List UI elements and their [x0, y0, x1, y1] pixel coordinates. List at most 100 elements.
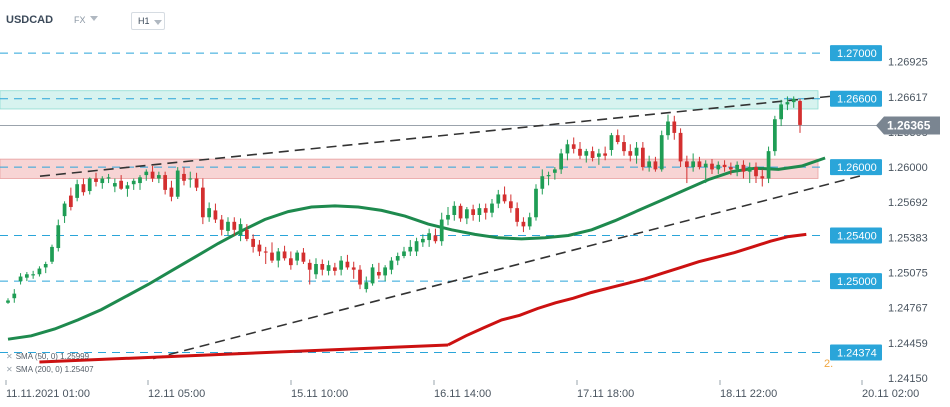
candle-body — [383, 267, 388, 276]
candle — [785, 96, 790, 111]
candle — [282, 245, 287, 261]
candle — [150, 165, 155, 182]
candle-body — [150, 171, 155, 179]
candle — [339, 256, 344, 276]
candle-body — [345, 261, 350, 268]
candle-body — [138, 177, 142, 184]
candle — [647, 155, 652, 172]
candle-body — [43, 264, 48, 268]
candle — [87, 177, 92, 195]
candle — [402, 246, 406, 259]
market-chevron-down-icon[interactable] — [90, 16, 98, 21]
candle-body — [571, 144, 576, 149]
candle — [119, 175, 124, 190]
candle-body — [540, 176, 545, 189]
y-tick-label: 1.25383 — [888, 232, 928, 244]
candle-body — [716, 164, 721, 170]
candle — [131, 178, 136, 190]
candle-body — [351, 267, 356, 270]
candle-body — [100, 178, 105, 184]
candle-body — [314, 264, 318, 275]
price-level-label: 1.24374 — [837, 347, 877, 359]
y-tick-label: 1.26925 — [888, 57, 928, 69]
candle-body — [276, 251, 281, 261]
candle — [483, 203, 488, 220]
candle — [68, 187, 73, 211]
candle-body — [622, 142, 626, 152]
candle-body — [219, 219, 224, 230]
candle — [364, 276, 369, 293]
y-tick-label: 1.24459 — [888, 338, 928, 350]
candle — [471, 204, 476, 221]
candle — [112, 178, 117, 193]
price-level-box — [830, 273, 882, 290]
candle — [75, 179, 80, 202]
candle — [295, 250, 300, 266]
timeframe-select[interactable]: H1 — [131, 12, 165, 30]
candle — [622, 135, 626, 156]
candle-body — [31, 274, 36, 276]
legend-sma200[interactable]: ✕ SMA (200, 0) 1.25407 — [6, 365, 94, 374]
candle-body — [370, 267, 375, 284]
candle-body — [408, 246, 413, 252]
candle — [697, 156, 702, 170]
candle-body — [395, 256, 400, 261]
candle-body — [131, 180, 136, 185]
candle-body — [125, 185, 130, 189]
candle — [521, 217, 526, 233]
candle-body — [703, 163, 708, 168]
candle-body — [358, 269, 362, 285]
candle-body — [433, 235, 438, 242]
price-level-label: 1.25400 — [837, 231, 877, 243]
candle-body — [772, 119, 777, 152]
legend-remove-icon[interactable]: ✕ — [6, 352, 13, 361]
candle-body — [596, 153, 601, 157]
candle-body — [106, 177, 111, 179]
candle-body — [722, 164, 727, 168]
legend-sma50-label: SMA (50, 0) 1.25999 — [15, 352, 90, 361]
y-tick-label: 1.25692 — [888, 197, 928, 209]
candle — [653, 156, 658, 172]
candle-body — [697, 161, 702, 168]
candle-body — [728, 167, 733, 170]
candle — [194, 172, 199, 192]
candle — [552, 167, 557, 180]
candle — [307, 259, 312, 285]
candle-body — [471, 209, 476, 215]
candle — [609, 132, 614, 156]
candle — [772, 115, 777, 156]
candle — [232, 217, 237, 236]
legend-remove-icon[interactable]: ✕ — [6, 365, 13, 374]
candle-body — [339, 260, 344, 270]
candle-body — [452, 205, 457, 215]
candle — [464, 207, 469, 225]
legend-sma50[interactable]: ✕ SMA (50, 0) 1.25999 — [6, 352, 89, 361]
candle — [370, 264, 375, 286]
candle — [722, 160, 727, 172]
candle — [420, 234, 425, 247]
candle — [534, 184, 538, 221]
candle-body — [376, 271, 381, 276]
candle-body — [56, 225, 61, 249]
candle-body — [672, 121, 677, 133]
candle-body — [508, 201, 513, 209]
candle-body — [420, 238, 425, 243]
candle — [684, 155, 689, 184]
candle — [596, 148, 601, 165]
candle — [754, 162, 758, 184]
candle-body — [270, 252, 274, 261]
candle-body — [785, 102, 790, 105]
candle — [94, 172, 98, 187]
candle — [728, 162, 733, 176]
candle — [578, 142, 582, 160]
candle-body — [244, 229, 249, 239]
candle-body — [156, 175, 161, 179]
candle-body — [119, 180, 124, 189]
support-zone — [0, 158, 819, 179]
symbol-label[interactable]: USDCAD — [6, 14, 54, 26]
price-level-label: 1.27000 — [837, 48, 877, 60]
candle-body — [747, 167, 752, 172]
candle — [433, 228, 438, 244]
candle-body — [609, 135, 614, 150]
